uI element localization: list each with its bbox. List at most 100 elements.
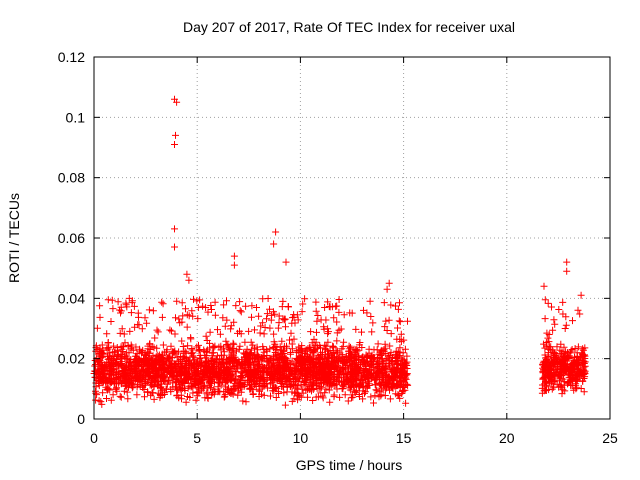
data-point [382,363,390,371]
data-point [546,366,554,374]
axis-ticks: 0 5 10 15 20 25 0 0.02 0.04 0.06 0.08 0.1 0.12 [58,49,618,446]
data-point [256,372,264,380]
data-point [270,338,278,346]
data-point [229,362,237,370]
data-point [163,367,171,375]
data-point [312,338,320,346]
x-tick-label: 25 [602,430,618,446]
y-tick-label: 0.02 [58,351,85,367]
data-point [309,381,316,389]
data-point [157,383,165,391]
data-point [308,362,316,370]
data-point [128,381,136,389]
data-point [371,375,379,383]
data-point [249,341,257,349]
data-point [188,345,196,352]
data-point [124,370,132,378]
data-point [227,385,235,393]
data-point [149,375,157,383]
data-point [378,346,386,354]
data-point [172,131,179,139]
y-tick-label: 0.06 [58,230,85,246]
data-point [217,351,225,359]
data-point [551,361,559,369]
data-point [561,325,569,332]
data-point [278,337,286,345]
data-point [253,304,260,311]
data-point [330,314,338,322]
data-point [330,393,338,401]
data-point [302,376,310,384]
data-point [129,383,137,391]
data-point [103,395,110,402]
data-point [133,391,141,399]
data-point [237,330,245,338]
data-point [115,368,123,376]
data-point [116,360,124,368]
data-point [250,370,258,378]
data-point [179,312,187,320]
data-point [361,388,369,396]
data-point [340,311,348,319]
data-point [198,386,206,394]
data-point [576,310,584,318]
data-point [355,391,363,398]
data-point [277,365,285,373]
data-point [545,338,553,346]
data-point [368,328,376,336]
data-point [280,389,288,397]
data-point [394,324,401,332]
data-point [359,365,367,373]
data-point [227,325,235,333]
data-point [243,359,251,366]
data-point [345,347,353,355]
data-point [229,356,236,364]
data-point [204,394,212,402]
data-point [112,375,120,383]
data-point [335,358,343,366]
data-point [249,390,257,398]
data-point [569,360,577,367]
data-point [579,350,586,358]
data-point [385,279,393,287]
data-point [169,348,177,356]
data-point [559,298,567,306]
data-point [288,319,296,327]
data-point [274,324,282,332]
data-point [401,365,409,373]
data-point [242,398,250,406]
data-point [216,388,224,396]
data-point [104,355,112,363]
data-point [326,380,334,388]
data-point [135,355,143,363]
data-point [299,348,307,356]
data-point [214,383,222,391]
data-point [226,376,234,384]
data-point [205,379,213,387]
data-point [153,326,161,334]
data-point [333,337,341,345]
data-point [224,387,232,395]
data-point [248,313,255,321]
data-point [350,383,358,391]
x-tick-label: 20 [499,430,515,446]
data-point [549,348,557,356]
data-point [336,393,344,401]
data-point [383,327,391,334]
data-point [392,357,400,365]
data-point [258,357,266,365]
data-point [313,317,321,325]
data-point [346,309,354,317]
data-point [182,305,189,313]
data-point [108,296,116,304]
data-point [306,353,314,361]
data-point [324,298,332,306]
data-point [290,335,298,343]
data-point [319,358,327,366]
data-point [567,381,575,389]
data-point [211,298,219,306]
data-point [361,389,368,397]
data-point [386,377,393,385]
data-point [381,367,389,375]
data-point [235,381,243,389]
